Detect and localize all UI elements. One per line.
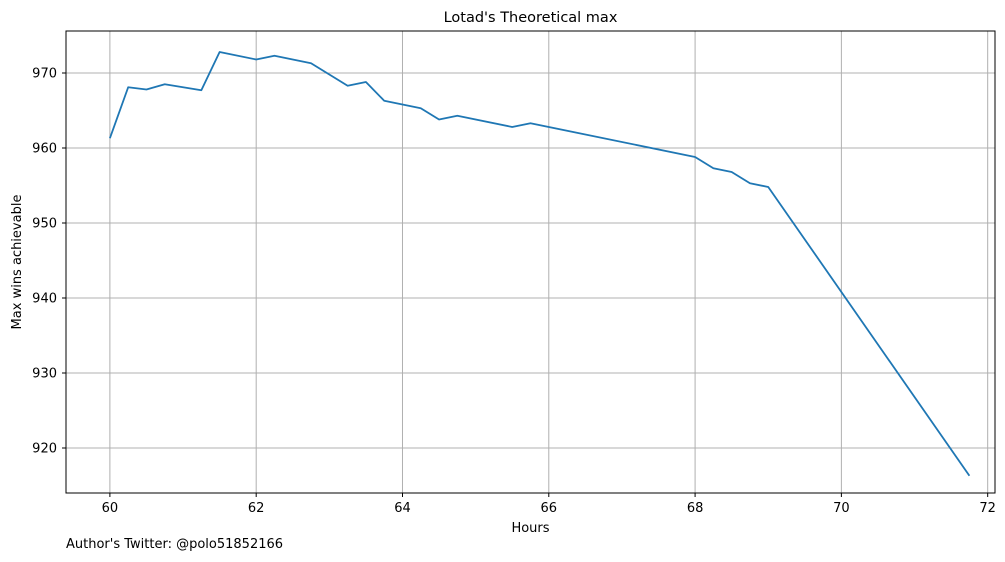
x-tick-label: 66 [541,501,558,516]
x-tick-label: 62 [248,501,265,516]
y-tick-label: 920 [32,442,57,457]
x-tick-label: 70 [833,501,850,516]
y-tick-label: 960 [32,142,57,157]
y-tick-label: 940 [32,292,57,307]
y-tick-label: 930 [32,367,57,382]
x-tick-label: 64 [394,501,411,516]
y-tick-label: 970 [32,67,57,82]
x-tick-label: 68 [687,501,704,516]
x-tick-label: 60 [102,501,119,516]
y-axis-label: Max wins achievable [10,195,25,330]
series-line [109,51,971,477]
footer-credit: Author's Twitter: @polo51852166 [66,537,284,552]
series-group [109,51,971,477]
x-axis-label: Hours [511,521,549,536]
x-tick-label: 72 [979,501,996,516]
y-tick-label: 950 [32,217,57,232]
chart-title: Lotad's Theoretical max [444,10,618,26]
grid-lines [66,31,995,493]
axis-ticks: 60 62 64 66 68 70 72 920 930 940 950 960 970 [32,67,996,517]
plot-frame [65,30,996,494]
